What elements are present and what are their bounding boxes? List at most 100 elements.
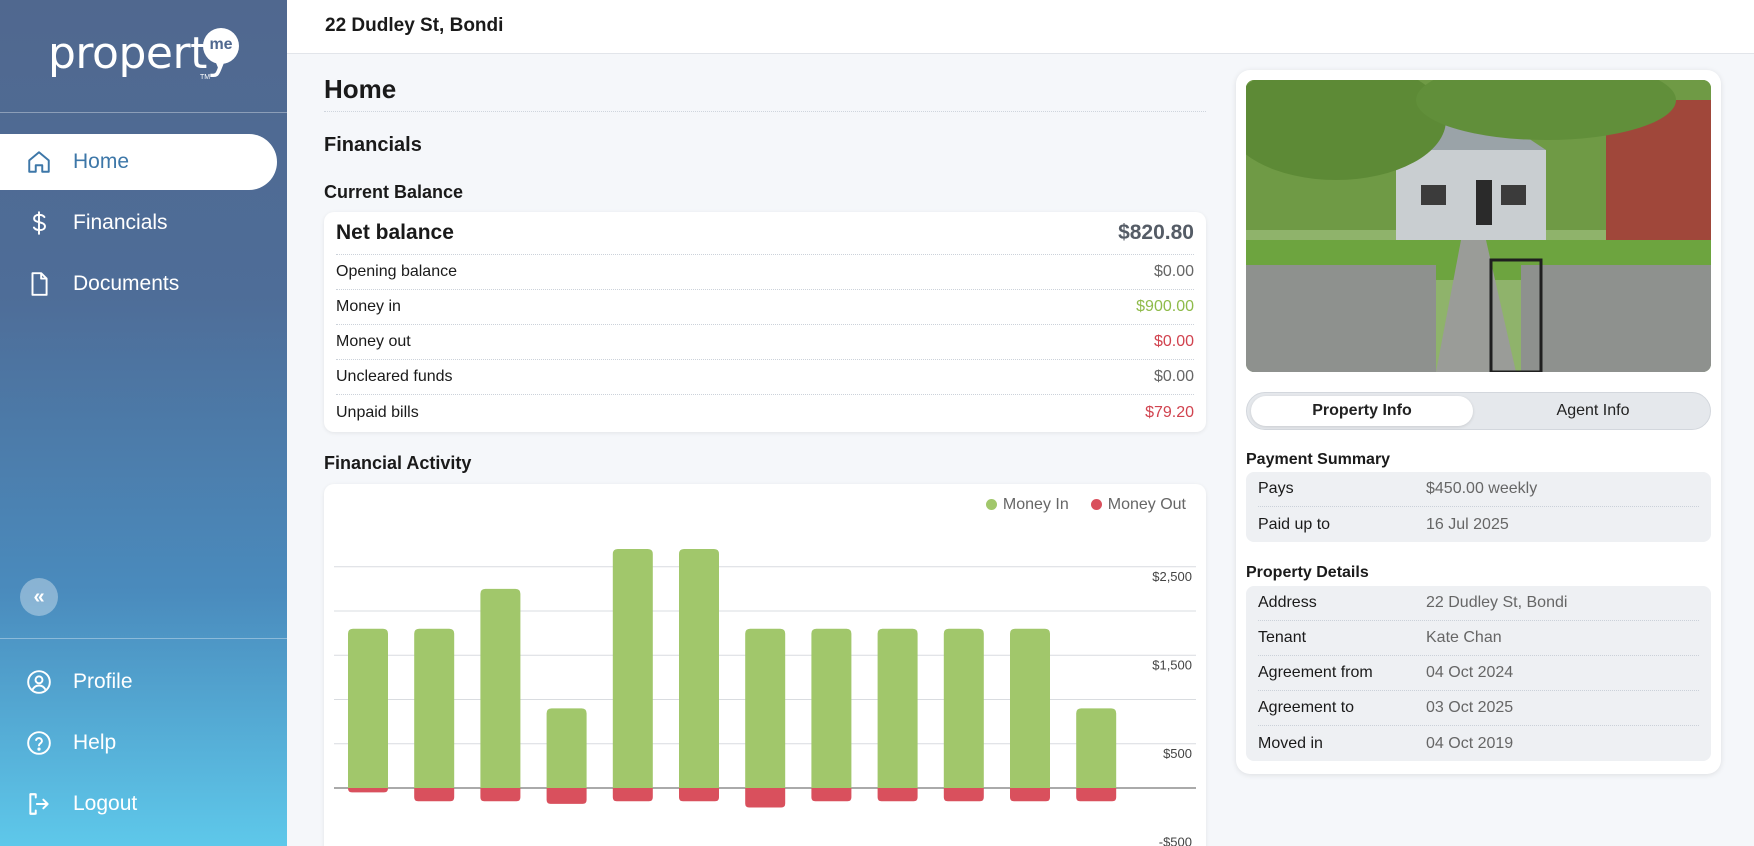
document-icon bbox=[26, 271, 52, 297]
balance-row-label: Opening balance bbox=[336, 263, 457, 280]
bar-money-in bbox=[546, 708, 587, 788]
logo[interactable]: property bbox=[48, 28, 233, 79]
y-tick-label: $500 bbox=[1163, 746, 1192, 761]
balance-row-value: $79.20 bbox=[1145, 403, 1194, 421]
property-photo bbox=[1246, 80, 1711, 372]
sidebar-item-label: Help bbox=[73, 731, 117, 754]
chart-plot: $2,500 $1,500 $500 -$500 bbox=[334, 549, 1196, 846]
bar-money-out bbox=[679, 788, 719, 802]
property-details-box: Address 22 Dudley St, Bondi Tenant Kate … bbox=[1246, 586, 1711, 761]
balance-row-value: $0.00 bbox=[1153, 263, 1194, 280]
balance-row: Money out $0.00 bbox=[336, 325, 1194, 360]
y-tick-label: -$500 bbox=[1159, 834, 1192, 846]
legend-item-money-out[interactable]: Money Out bbox=[1090, 496, 1186, 514]
logo-area: property me TM bbox=[0, 0, 287, 113]
info-tab-toggle: Property Info Agent Info bbox=[1246, 392, 1711, 430]
top-header: 22 Dudley St, Bondi bbox=[287, 0, 1754, 54]
bar-money-out bbox=[811, 788, 852, 802]
financial-activity-title: Financial Activity bbox=[324, 453, 472, 473]
info-row: Tenant Kate Chan bbox=[1258, 621, 1699, 656]
sidebar: property me TM Home Financials Documents… bbox=[0, 0, 287, 846]
sidebar-item-label: Financials bbox=[73, 211, 168, 234]
info-row-label: Paid up to bbox=[1258, 515, 1331, 533]
info-row-label: Agreement to bbox=[1258, 699, 1355, 716]
section-title-financials: Financials bbox=[324, 134, 422, 156]
logo-trademark: TM bbox=[200, 74, 211, 81]
page-title: Home bbox=[324, 74, 397, 104]
legend-label: Money Out bbox=[1107, 496, 1186, 513]
home-icon bbox=[26, 149, 52, 175]
financial-activity-chart: Money In Money Out $2,500 $1,500 $500 -$500 bbox=[324, 484, 1206, 846]
sidebar-item-logout[interactable]: Logout bbox=[0, 776, 287, 832]
info-row-label: Moved in bbox=[1258, 734, 1323, 752]
bar-money-in bbox=[745, 628, 786, 788]
info-row-value: 22 Dudley St, Bondi bbox=[1426, 594, 1568, 611]
chart-legend: Money In Money Out bbox=[985, 496, 1186, 514]
balance-row-label: Unpaid bills bbox=[336, 403, 419, 421]
bar-money-out bbox=[943, 788, 984, 802]
info-row: Paid up to 16 Jul 2025 bbox=[1258, 507, 1699, 542]
info-row-value: Kate Chan bbox=[1426, 629, 1502, 646]
net-balance-label: Net balance bbox=[336, 221, 454, 244]
payment-summary-title: Payment Summary bbox=[1246, 451, 1391, 468]
sidebar-item-profile[interactable]: Profile bbox=[0, 654, 287, 710]
info-row-label: Pays bbox=[1258, 480, 1294, 497]
info-row-label: Address bbox=[1258, 594, 1317, 611]
dollar-icon bbox=[26, 210, 52, 236]
sidebar-item-documents[interactable]: Documents bbox=[0, 256, 287, 312]
bar-money-in bbox=[877, 628, 918, 788]
info-row-value: 03 Oct 2025 bbox=[1426, 699, 1514, 716]
help-icon bbox=[26, 730, 52, 756]
balance-row: Opening balance $0.00 bbox=[336, 255, 1194, 290]
bar-money-in bbox=[811, 628, 852, 788]
info-row-value: 16 Jul 2025 bbox=[1426, 515, 1509, 533]
bar-money-in bbox=[480, 588, 521, 788]
profile-icon bbox=[26, 669, 52, 695]
balance-row-value: $900.00 bbox=[1136, 298, 1194, 315]
balance-row-value: $0.00 bbox=[1153, 368, 1194, 385]
info-row: Address 22 Dudley St, Bondi bbox=[1258, 586, 1699, 621]
balance-row: Money in $900.00 bbox=[336, 290, 1194, 325]
property-photo-image bbox=[1246, 80, 1711, 372]
property-details-title: Property Details bbox=[1246, 564, 1369, 581]
divider bbox=[324, 111, 1206, 112]
bar-money-out bbox=[546, 788, 587, 804]
balance-card: Net balance $820.80 Opening balance $0.0… bbox=[324, 212, 1206, 432]
legend-item-money-in[interactable]: Money In bbox=[985, 496, 1069, 514]
tab-agent-info[interactable]: Agent Info bbox=[1556, 402, 1630, 419]
legend-label: Money In bbox=[1002, 496, 1069, 513]
legend-swatch-money-in bbox=[985, 499, 997, 511]
balance-row-value: $0.00 bbox=[1153, 333, 1194, 350]
info-row-label: Tenant bbox=[1258, 629, 1307, 646]
info-row-value: 04 Oct 2019 bbox=[1426, 734, 1514, 752]
property-address-title: 22 Dudley St, Bondi bbox=[325, 15, 504, 36]
sidebar-item-financials[interactable]: Financials bbox=[0, 195, 287, 251]
legend-swatch-money-out bbox=[1090, 499, 1102, 511]
sidebar-bottom-nav: Profile Help Logout bbox=[0, 654, 287, 837]
logo-badge: me bbox=[203, 28, 239, 64]
sidebar-item-label: Documents bbox=[73, 272, 180, 295]
sidebar-nav: Home Financials Documents bbox=[0, 134, 287, 317]
bar-money-out bbox=[877, 788, 918, 802]
info-row: Moved in 04 Oct 2019 bbox=[1258, 726, 1699, 761]
info-row: Agreement to 03 Oct 2025 bbox=[1258, 691, 1699, 726]
balance-row: Uncleared funds $0.00 bbox=[336, 360, 1194, 395]
bar-money-out bbox=[348, 788, 388, 793]
tab-property-info[interactable]: Property Info bbox=[1251, 396, 1473, 426]
current-balance-title: Current Balance bbox=[324, 182, 464, 202]
bar-money-in bbox=[348, 628, 388, 788]
sidebar-item-label: Home bbox=[73, 150, 130, 173]
sidebar-item-label: Profile bbox=[73, 670, 133, 693]
bar-money-in bbox=[1010, 628, 1050, 788]
bar-money-out bbox=[612, 788, 653, 802]
collapse-sidebar-button[interactable]: « bbox=[20, 578, 58, 616]
sidebar-item-label: Logout bbox=[73, 792, 138, 815]
double-chevron-left-icon: « bbox=[33, 586, 45, 608]
bar-money-out bbox=[1076, 788, 1117, 802]
sidebar-item-help[interactable]: Help bbox=[0, 715, 287, 771]
bar-money-in bbox=[679, 549, 719, 788]
info-row-value: 04 Oct 2024 bbox=[1426, 664, 1514, 681]
bar-money-out bbox=[414, 788, 455, 802]
property-panel: Property Info Agent Info Payment Summary… bbox=[1236, 70, 1721, 774]
sidebar-item-home[interactable]: Home bbox=[0, 134, 277, 190]
